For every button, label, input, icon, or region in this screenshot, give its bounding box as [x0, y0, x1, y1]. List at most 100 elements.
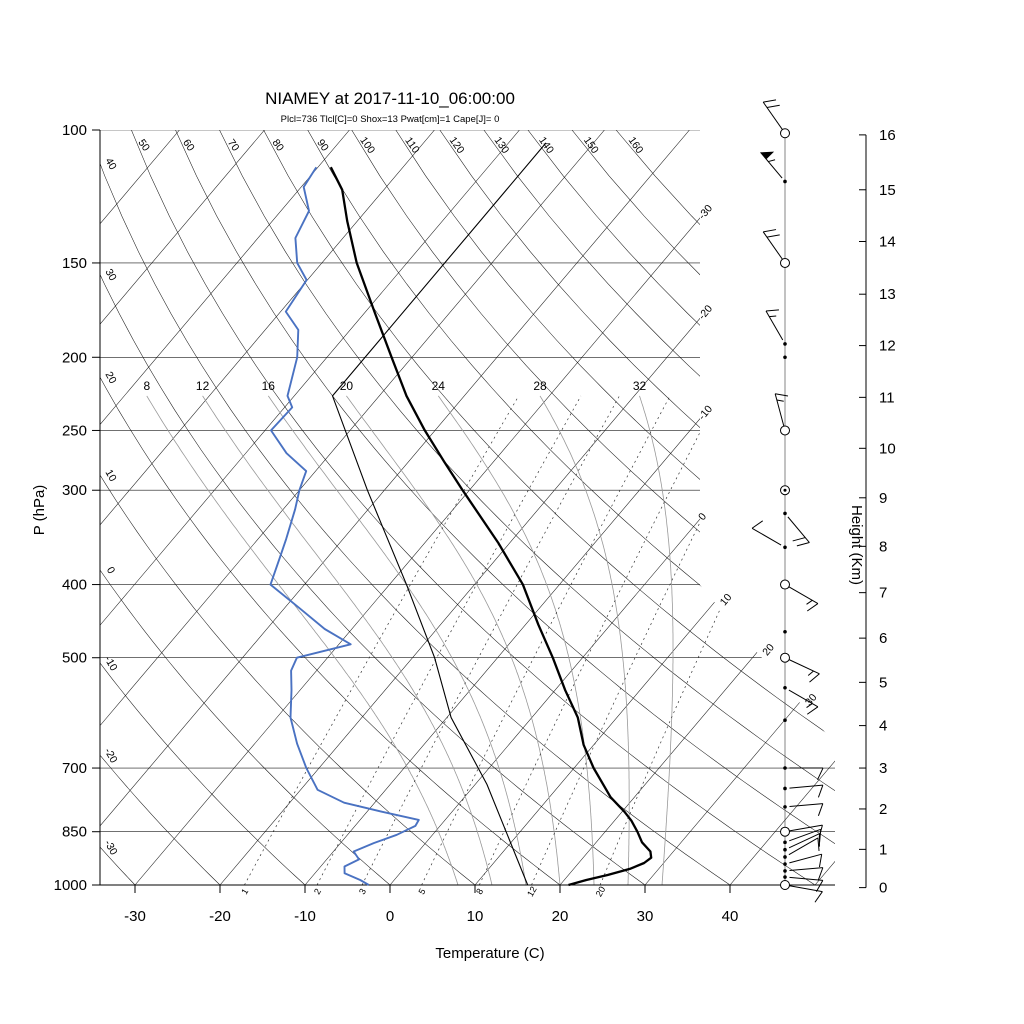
wind-station-dot	[783, 545, 787, 550]
moist-adiabat-line	[539, 395, 630, 885]
dry-adiabat-label: 80	[270, 137, 287, 154]
isotherm-line	[729, 130, 835, 885]
wind-barb	[780, 579, 819, 612]
wind-staff	[762, 231, 783, 260]
dry-adiabat-line	[100, 130, 391, 885]
height-tick-label: 13	[879, 286, 896, 303]
wind-barb	[783, 853, 823, 868]
dry-adiabat-line	[351, 130, 835, 885]
wind-station-circle	[780, 880, 790, 890]
wind-station-dot	[783, 805, 787, 809]
wind-barb-full	[792, 537, 806, 542]
wind-staff	[765, 310, 784, 341]
wind-barb	[783, 718, 787, 723]
isobar-lines	[100, 130, 835, 885]
mixing-ratio-label: 20	[594, 885, 608, 899]
height-axis-label: Height (Km)	[848, 505, 865, 585]
wind-barbs	[751, 99, 824, 903]
dry-adiabat-line	[439, 130, 835, 885]
wind-barb-full	[817, 867, 824, 881]
grid-lines	[100, 130, 835, 885]
wind-barb-full	[817, 784, 824, 798]
isotherm-line	[219, 130, 835, 885]
wind-barb	[783, 766, 824, 781]
wind-barb-half	[807, 670, 814, 676]
wind-station-circle	[780, 128, 790, 139]
isotherm-line	[134, 130, 775, 885]
mixing-ratio-line	[478, 395, 720, 885]
dry-adiabat-label: 10	[102, 468, 118, 484]
dry-adiabat-label: -30	[102, 838, 120, 857]
wind-barb-full	[815, 880, 824, 892]
moist-adiabats	[146, 395, 674, 885]
isotherm-line	[474, 130, 835, 885]
temperature-tick-label: 40	[722, 908, 739, 925]
wind-barb-half	[768, 159, 776, 163]
pressure-tick-label: 500	[62, 650, 87, 667]
height-tick-label: 6	[879, 630, 887, 647]
mixing-ratio-label: 8	[474, 887, 485, 896]
wind-barb-full	[775, 393, 789, 397]
dry-adiabat-line	[395, 130, 835, 885]
wind-barb-half	[769, 315, 777, 318]
wind-barb	[780, 824, 823, 838]
dry-adiabat-label: 130	[492, 135, 512, 156]
height-tick-label: 8	[879, 538, 887, 555]
dry-adiabat-label: 0	[104, 565, 117, 576]
wind-station-dot	[783, 355, 787, 360]
dry-adiabat-label: 140	[536, 135, 556, 156]
dry-adiabat-line	[307, 130, 835, 885]
dry-adiabat-line	[615, 130, 835, 885]
temperature-tick-label: -30	[124, 908, 146, 925]
wind-barb	[783, 511, 810, 547]
isotherm-line	[304, 130, 835, 885]
wind-barb	[783, 837, 820, 859]
dry-adiabat-line	[527, 130, 835, 885]
dry-adiabat-label: -20	[102, 746, 120, 765]
dry-adiabat-label: 60	[180, 137, 197, 154]
wind-station-circle	[780, 425, 790, 436]
pressure-tick-label: 250	[62, 422, 87, 439]
dry-adiabat-label: 90	[314, 137, 331, 154]
mixing-ratio-line	[421, 395, 671, 885]
wind-barb	[780, 880, 823, 903]
wind-station-dot	[783, 847, 787, 852]
mixing-ratio-label: 1	[239, 887, 250, 896]
mixing-ratio-line	[531, 395, 764, 885]
isotherm-lines	[100, 130, 835, 885]
dry-adiabat-label: 100	[357, 135, 377, 156]
mixing-ratio-label: 2	[312, 887, 323, 896]
height-tick-label: 14	[879, 233, 896, 250]
wind-barb	[774, 393, 790, 436]
moist-adiabat-label: 28	[533, 379, 547, 393]
dry-adiabat-label: 50	[135, 137, 152, 154]
moist-adiabat-label: 24	[432, 379, 446, 393]
wind-station-dot	[783, 685, 787, 690]
wind-staff	[787, 516, 810, 543]
wind-barb	[780, 485, 790, 496]
mixing-ratio-label: 12	[525, 885, 539, 899]
moist-adiabat-line	[267, 395, 527, 885]
moist-adiabat-line	[202, 395, 493, 885]
wind-staff	[788, 659, 820, 675]
moist-adiabat-line	[437, 395, 595, 885]
temperature-tick-label: -20	[209, 908, 231, 925]
temperature-tick-label: 10	[467, 908, 484, 925]
isotherm-line	[100, 130, 435, 885]
height-tick-label: 16	[879, 127, 896, 144]
temperature-axis-label: Temperature (C)	[435, 945, 544, 962]
wind-station-dot	[783, 786, 787, 791]
mixing-ratio-line	[244, 395, 520, 885]
wind-barb	[783, 685, 819, 715]
pressure-axis: 100 150 200 250 300 400 500 700 850 1000	[54, 122, 101, 894]
pressure-axis-label: P (hPa)	[31, 485, 48, 536]
height-tick-label: 4	[879, 718, 887, 735]
wind-station-circle	[780, 826, 790, 837]
dry-adiabat-line	[100, 130, 221, 885]
wind-barb-full	[751, 520, 764, 529]
wind-barb-full	[806, 706, 819, 715]
dry-adiabat-line	[131, 130, 816, 885]
dry-adiabat-line	[263, 130, 835, 885]
wind-station-dot	[783, 511, 787, 516]
